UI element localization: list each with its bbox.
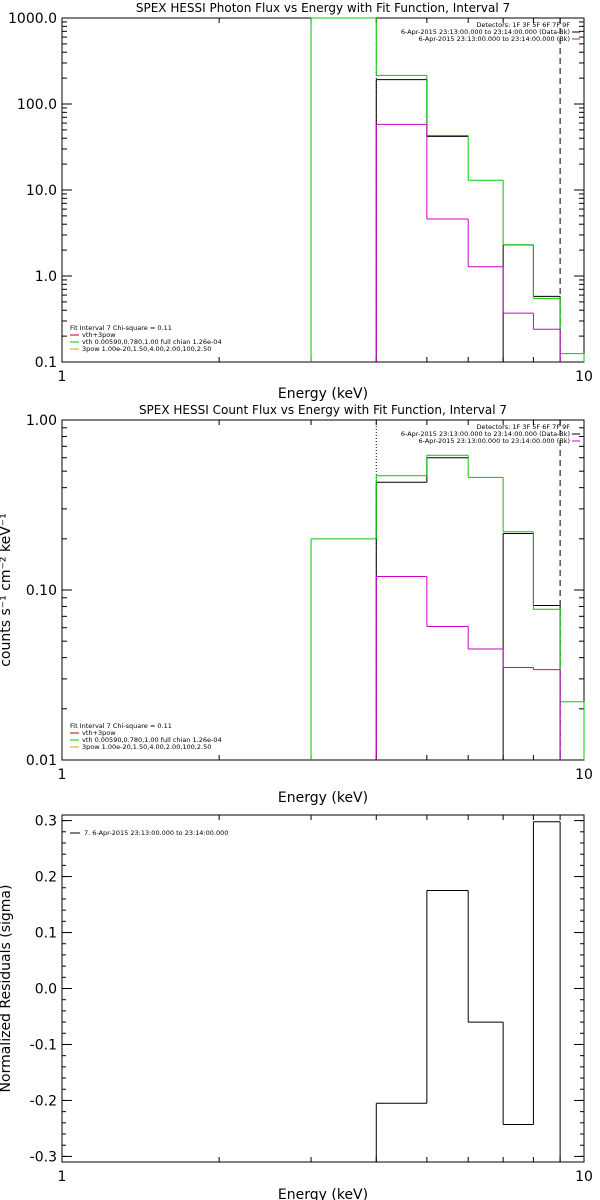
series-2 bbox=[310, 17, 585, 362]
y-tick-label: 0.10 bbox=[26, 583, 57, 599]
y-tick-label: 0.01 bbox=[26, 753, 57, 769]
x-tick-label: 10 bbox=[575, 767, 593, 783]
chart-title: SPEX HESSI Photon Flux vs Energy with Fi… bbox=[136, 1, 510, 15]
plot-frame bbox=[61, 419, 585, 761]
series-1 bbox=[375, 821, 561, 1162]
y-tick-label: 0.2 bbox=[35, 870, 57, 886]
legend-bl-entry: 3pow 1.00e-20,1.50,4.00,2.00,100,2.50 bbox=[82, 345, 211, 353]
legend-bl-entry: vth+3pow bbox=[82, 729, 116, 737]
legend-tr-entry: 6-Apr-2015 23:13:00.000 to 23:14:00.000 … bbox=[419, 437, 570, 445]
legend-tr-entry: 6-Apr-2015 23:13:00.000 to 23:14:00.000 … bbox=[401, 430, 570, 438]
series-3 bbox=[375, 123, 561, 362]
legend-tr-entry: 6-Apr-2015 23:13:00.000 to 23:14:00.000 … bbox=[419, 35, 570, 43]
x-axis-label: Energy (keV) bbox=[278, 386, 368, 402]
legend-bl-header: Fit Interval 7 Chi-square = 0.11 bbox=[70, 324, 172, 332]
y-tick-label: 0.1 bbox=[35, 926, 57, 942]
y-tick-label: 1.00 bbox=[26, 413, 57, 429]
y-tick-label: 0.3 bbox=[35, 814, 57, 830]
chart-title: SPEX HESSI Count Flux vs Energy with Fit… bbox=[139, 403, 507, 417]
y-tick-label: 0.0 bbox=[35, 982, 57, 998]
y-axis-label: counts s⁻¹ cm⁻² keV⁻¹ bbox=[0, 513, 14, 667]
x-tick-label: 1 bbox=[58, 1169, 67, 1185]
y-tick-label: -0.2 bbox=[30, 1093, 57, 1109]
legend-tr-entry: Detectors: 1F 3F 5F 6F 7F 9F bbox=[476, 423, 570, 431]
y-tick-label: 1.0 bbox=[35, 269, 57, 285]
chart-panel-3: 1 10 -0.3 -0.2 -0.1 0.0 0.1 0.2 0.3 Energy (keV) N… bbox=[0, 814, 593, 1200]
x-axis-label: Energy (keV) bbox=[278, 790, 368, 806]
y-tick-label: 100.0 bbox=[17, 97, 57, 113]
x-axis-label: Energy (keV) bbox=[278, 1187, 368, 1200]
legend-bl-entry: vth 0.00590,0.780,1.00 full chian 1.26e-… bbox=[82, 338, 222, 346]
y-tick-label: 1000.0 bbox=[8, 11, 57, 27]
legend-bl-header: Fit Interval 7 Chi-square = 0.11 bbox=[70, 722, 172, 730]
x-tick-label: 1 bbox=[58, 369, 67, 385]
series-2 bbox=[310, 454, 585, 760]
chart-panel-2: SPEX HESSI Count Flux vs Energy with Fit… bbox=[0, 403, 593, 806]
legend-bl-entry: 3pow 1.00e-20,1.50,4.00,2.00,100,2.50 bbox=[82, 743, 211, 751]
legend-tl-entry: 7. 6-Apr-2015 23:13:00.000 to 23:14:00.0… bbox=[84, 829, 228, 837]
legend-bl-entry: vth+3pow bbox=[82, 331, 116, 339]
plot-frame bbox=[61, 814, 585, 1163]
y-tick-label: -0.3 bbox=[30, 1149, 57, 1165]
y-axis-label: Normalized Residuals (sigma) bbox=[0, 885, 14, 1093]
legend-tr-entry: Detectors: 1F 3F 5F 6F 7F 9F bbox=[476, 21, 570, 29]
series-3 bbox=[375, 576, 561, 760]
legend-bl-entry: vth 0.00590,0.780,1.00 full chian 1.26e-… bbox=[82, 736, 222, 744]
plot-frame bbox=[61, 17, 585, 363]
y-tick-label: 0.1 bbox=[35, 355, 57, 371]
y-tick-label: 10.0 bbox=[26, 183, 57, 199]
x-tick-label: 10 bbox=[575, 1169, 593, 1185]
y-tick-label: -0.1 bbox=[30, 1037, 57, 1053]
chart-panel-1: SPEX HESSI Photon Flux vs Energy with Fi… bbox=[8, 1, 593, 402]
x-tick-label: 1 bbox=[58, 767, 67, 783]
legend-tr-entry: 6-Apr-2015 23:13:00.000 to 23:14:00.000 … bbox=[401, 28, 570, 36]
x-tick-label: 10 bbox=[575, 369, 593, 385]
series-1 bbox=[375, 457, 561, 760]
